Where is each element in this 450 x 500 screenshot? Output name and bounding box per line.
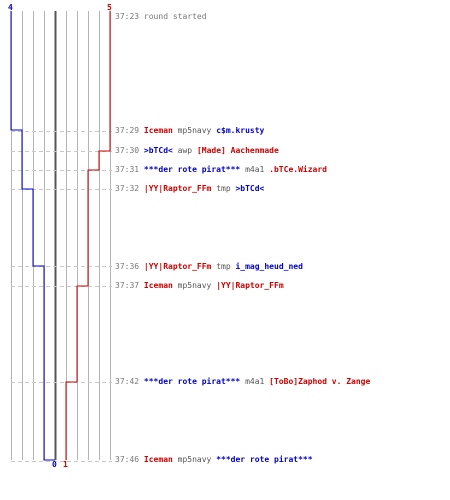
victim-name: ***der rote pirat*** (216, 455, 313, 464)
event-row: 37:46 Iceman mp5navy ***der rote pirat**… (115, 455, 313, 465)
event-time: 37:46 (115, 455, 140, 464)
event-time: 37:23 (115, 12, 140, 21)
weapon-name: tmp (216, 184, 231, 193)
event-time: 37:30 (115, 146, 140, 155)
event-row: 37:29 Iceman mp5navy c$m.krusty (115, 126, 264, 136)
blue-start-score: 4 (8, 3, 13, 12)
killer-name: Iceman (143, 126, 173, 135)
event-dash-lines (11, 131, 112, 462)
event-time: 37:42 (115, 377, 140, 386)
event-time: 37:32 (115, 184, 140, 193)
victim-name: >bTCd< (235, 184, 265, 193)
victim-name: |YY|Raptor_FFm (216, 281, 284, 290)
victim-name: i_mag_heud_ned (235, 262, 303, 271)
event-row: 37:30 >bTCd< awp [Made] Aachenmade (115, 146, 279, 156)
red-team-line (65, 11, 111, 460)
victim-name: [Made] Aachenmade (196, 146, 279, 155)
weapon-name: m4a1 (245, 165, 265, 174)
event-time: 37:36 (115, 262, 140, 271)
event-row: 37:31 ***der rote pirat*** m4a1 .bTCe.Wi… (115, 165, 327, 175)
weapon-name: m4a1 (245, 377, 265, 386)
event-message: round started (143, 12, 207, 21)
red-start-score: 1 (63, 460, 68, 469)
weapon-name: awp (177, 146, 193, 155)
killer-name: Iceman (143, 281, 173, 290)
victim-name: [ToBo]Zaphod v. Zange (269, 377, 371, 386)
victim-name: .bTCe.Wizard (269, 165, 327, 174)
event-row: 37:32 |YY|Raptor_FFm tmp >bTCd< (115, 184, 264, 194)
killer-name: |YY|Raptor_FFm (143, 262, 212, 271)
killer-name: ***der rote pirat*** (143, 165, 241, 174)
weapon-name: mp5navy (177, 126, 212, 135)
event-row: 37:42 ***der rote pirat*** m4a1 [ToBo]Za… (115, 377, 370, 387)
event-time: 37:37 (115, 281, 140, 290)
event-time: 37:31 (115, 165, 140, 174)
event-row: 37:37 Iceman mp5navy |YY|Raptor_FFm (115, 281, 284, 291)
grid-lines (11, 11, 111, 460)
event-row: 37:36 |YY|Raptor_FFm tmp i_mag_heud_ned (115, 262, 303, 272)
killer-name: ***der rote pirat*** (143, 377, 241, 386)
red-final-score: 5 (107, 3, 112, 12)
event-row: 37:23 round started (115, 12, 207, 22)
weapon-name: mp5navy (177, 455, 212, 464)
blue-team-line (10, 11, 55, 461)
weapon-name: mp5navy (177, 281, 212, 290)
killer-name: |YY|Raptor_FFm (143, 184, 212, 193)
blue-final-score: 0 (52, 460, 57, 469)
killer-name: Iceman (143, 455, 173, 464)
event-time: 37:29 (115, 126, 140, 135)
victim-name: c$m.krusty (216, 126, 265, 135)
killer-name: >bTCd< (143, 146, 173, 155)
weapon-name: tmp (216, 262, 231, 271)
